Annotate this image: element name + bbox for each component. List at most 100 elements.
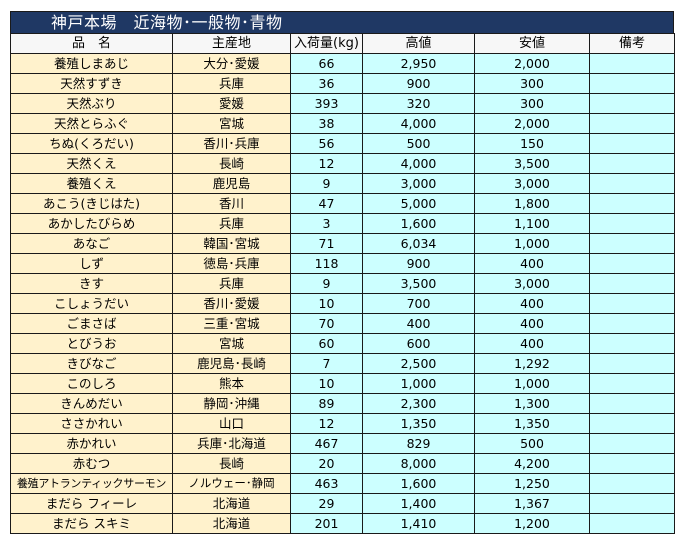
high-price-cell[interactable]: 1,000	[362, 373, 475, 394]
quantity-cell[interactable]: 9	[290, 273, 363, 294]
high-price-cell[interactable]: 5,000	[362, 193, 475, 214]
low-price-cell[interactable]: 3,000	[474, 273, 590, 294]
quantity-cell[interactable]: 10	[290, 293, 363, 314]
high-price-cell[interactable]: 1,350	[362, 413, 475, 434]
low-price-cell[interactable]: 2,000	[474, 113, 590, 134]
quantity-cell[interactable]: 71	[290, 233, 363, 254]
low-price-cell[interactable]: 400	[474, 313, 590, 334]
high-price-cell[interactable]: 2,950	[362, 53, 475, 74]
high-price-cell[interactable]: 400	[362, 313, 475, 334]
high-price-cell[interactable]: 3,500	[362, 273, 475, 294]
header-origin[interactable]: 主産地	[172, 33, 291, 54]
item-name-cell[interactable]: 天然くえ	[10, 153, 173, 174]
low-price-cell[interactable]: 1,800	[474, 193, 590, 214]
low-price-cell[interactable]: 400	[474, 333, 590, 354]
note-cell[interactable]	[589, 53, 675, 74]
quantity-cell[interactable]: 3	[290, 213, 363, 234]
note-cell[interactable]	[589, 393, 675, 414]
note-cell[interactable]	[589, 473, 675, 494]
quantity-cell[interactable]: 89	[290, 393, 363, 414]
low-price-cell[interactable]: 400	[474, 293, 590, 314]
high-price-cell[interactable]: 700	[362, 293, 475, 314]
low-price-cell[interactable]: 1,250	[474, 473, 590, 494]
note-cell[interactable]	[589, 373, 675, 394]
quantity-cell[interactable]: 70	[290, 313, 363, 334]
quantity-cell[interactable]: 118	[290, 253, 363, 274]
high-price-cell[interactable]: 6,034	[362, 233, 475, 254]
item-name-cell[interactable]: このしろ	[10, 373, 173, 394]
high-price-cell[interactable]: 829	[362, 433, 475, 454]
note-cell[interactable]	[589, 353, 675, 374]
low-price-cell[interactable]: 1,292	[474, 353, 590, 374]
origin-cell[interactable]: 韓国･宮城	[172, 233, 291, 254]
quantity-cell[interactable]: 20	[290, 453, 363, 474]
item-name-cell[interactable]: 養殖しまあじ	[10, 53, 173, 74]
origin-cell[interactable]: 香川･兵庫	[172, 133, 291, 154]
quantity-cell[interactable]: 393	[290, 93, 363, 114]
item-name-cell[interactable]: とびうお	[10, 333, 173, 354]
item-name-cell[interactable]: きす	[10, 273, 173, 294]
low-price-cell[interactable]: 300	[474, 93, 590, 114]
high-price-cell[interactable]: 2,500	[362, 353, 475, 374]
low-price-cell[interactable]: 1,300	[474, 393, 590, 414]
origin-cell[interactable]: 三重･宮城	[172, 313, 291, 334]
note-cell[interactable]	[589, 153, 675, 174]
item-name-cell[interactable]: あなご	[10, 233, 173, 254]
quantity-cell[interactable]: 9	[290, 173, 363, 194]
item-name-cell[interactable]: あこう(きじはた)	[10, 193, 173, 214]
item-name-cell[interactable]: ごまさば	[10, 313, 173, 334]
item-name-cell[interactable]: まだら フィーレ	[10, 493, 173, 514]
note-cell[interactable]	[589, 93, 675, 114]
low-price-cell[interactable]: 500	[474, 433, 590, 454]
note-cell[interactable]	[589, 133, 675, 154]
high-price-cell[interactable]: 900	[362, 253, 475, 274]
note-cell[interactable]	[589, 253, 675, 274]
item-name-cell[interactable]: 養殖アトランティックサーモン	[10, 473, 173, 494]
item-name-cell[interactable]: きびなご	[10, 353, 173, 374]
item-name-cell[interactable]: まだら スキミ	[10, 513, 173, 534]
low-price-cell[interactable]: 4,200	[474, 453, 590, 474]
origin-cell[interactable]: 兵庫	[172, 73, 291, 94]
high-price-cell[interactable]: 1,400	[362, 493, 475, 514]
origin-cell[interactable]: 北海道	[172, 513, 291, 534]
quantity-cell[interactable]: 66	[290, 53, 363, 74]
low-price-cell[interactable]: 1,200	[474, 513, 590, 534]
item-name-cell[interactable]: 天然とらふぐ	[10, 113, 173, 134]
item-name-cell[interactable]: ささかれい	[10, 413, 173, 434]
note-cell[interactable]	[589, 333, 675, 354]
item-name-cell[interactable]: こしょうだい	[10, 293, 173, 314]
note-cell[interactable]	[589, 213, 675, 234]
low-price-cell[interactable]: 3,500	[474, 153, 590, 174]
quantity-cell[interactable]: 7	[290, 353, 363, 374]
note-cell[interactable]	[589, 493, 675, 514]
high-price-cell[interactable]: 8,000	[362, 453, 475, 474]
quantity-cell[interactable]: 36	[290, 73, 363, 94]
quantity-cell[interactable]: 467	[290, 433, 363, 454]
origin-cell[interactable]: 兵庫	[172, 213, 291, 234]
origin-cell[interactable]: 宮城	[172, 113, 291, 134]
quantity-cell[interactable]: 56	[290, 133, 363, 154]
origin-cell[interactable]: 兵庫･北海道	[172, 433, 291, 454]
note-cell[interactable]	[589, 433, 675, 454]
high-price-cell[interactable]: 4,000	[362, 153, 475, 174]
low-price-cell[interactable]: 2,000	[474, 53, 590, 74]
quantity-cell[interactable]: 47	[290, 193, 363, 214]
note-cell[interactable]	[589, 193, 675, 214]
note-cell[interactable]	[589, 453, 675, 474]
origin-cell[interactable]: 長崎	[172, 153, 291, 174]
origin-cell[interactable]: 徳島･兵庫	[172, 253, 291, 274]
origin-cell[interactable]: 長崎	[172, 453, 291, 474]
header-name[interactable]: 品 名	[10, 33, 173, 54]
item-name-cell[interactable]: 天然ぶり	[10, 93, 173, 114]
low-price-cell[interactable]: 1,350	[474, 413, 590, 434]
note-cell[interactable]	[589, 113, 675, 134]
low-price-cell[interactable]: 1,100	[474, 213, 590, 234]
note-cell[interactable]	[589, 513, 675, 534]
quantity-cell[interactable]: 38	[290, 113, 363, 134]
item-name-cell[interactable]: きんめだい	[10, 393, 173, 414]
quantity-cell[interactable]: 463	[290, 473, 363, 494]
low-price-cell[interactable]: 300	[474, 73, 590, 94]
origin-cell[interactable]: 鹿児島	[172, 173, 291, 194]
item-name-cell[interactable]: 赤むつ	[10, 453, 173, 474]
note-cell[interactable]	[589, 293, 675, 314]
